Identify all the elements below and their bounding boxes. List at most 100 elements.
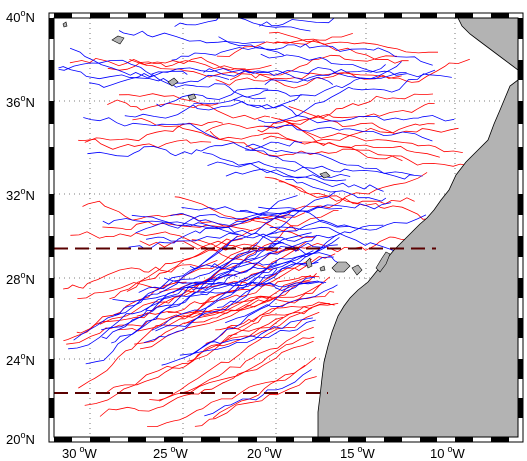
drifter-track: [187, 307, 313, 362]
drifter-track: [205, 93, 434, 132]
island-azores-4: [62, 21, 68, 28]
frame-segment: [49, 359, 54, 379]
frame-segment: [312, 13, 330, 18]
frame-segment: [49, 236, 54, 257]
frame-segment: [491, 13, 509, 18]
frame-segment: [201, 13, 220, 18]
frame-segment: [276, 437, 294, 442]
drifter-track: [151, 244, 338, 331]
frame-segment: [518, 236, 523, 257]
drifter-track: [203, 67, 407, 80]
drifter-track: [288, 106, 459, 135]
lat-label-36: 36oN: [6, 93, 35, 110]
frame-segment: [518, 18, 523, 39]
africa-landmass: [317, 79, 518, 437]
drifter-track: [257, 73, 452, 123]
frame-segment: [54, 437, 72, 442]
lat-label-32: 32oN: [6, 186, 35, 203]
drifter-track: [229, 54, 398, 81]
drifter-track: [102, 212, 306, 230]
drifter-track: [181, 206, 343, 216]
drifter-track: [272, 38, 438, 54]
drifter-track: [215, 301, 335, 331]
drifter-track: [285, 179, 387, 202]
lon-tick-labels: 30 oW 25 oW 20 oW 15 oW 10 oW: [62, 444, 465, 461]
drifter-track: [146, 224, 384, 242]
drifter-track: [109, 238, 243, 300]
drifter-track: [194, 376, 317, 427]
frame-segment: [518, 101, 523, 124]
frame-segment: [348, 13, 366, 18]
lat-label-24: 24oN: [6, 351, 35, 368]
drifter-track: [149, 326, 314, 401]
lon-label-25w: 25 oW: [153, 444, 188, 461]
lon-label-30w: 30 oW: [62, 444, 97, 461]
frame-segment: [49, 147, 54, 170]
drifter-track: [271, 117, 463, 153]
drifter-track: [101, 274, 238, 331]
drifter-track: [218, 36, 433, 66]
drifter-track: [145, 191, 337, 311]
drifter-track: [263, 124, 433, 142]
canary-islands: [62, 21, 391, 276]
frame-segment: [420, 13, 437, 18]
drifter-track: [143, 250, 314, 343]
drifter-track: [278, 118, 468, 167]
frame-segment: [518, 147, 523, 170]
drifter-track: [189, 260, 319, 274]
drifter-track: [268, 31, 409, 64]
drifter-track: [171, 46, 285, 61]
frame-segment: [384, 13, 402, 18]
frame-segment: [518, 359, 523, 379]
frame-segment: [201, 437, 220, 442]
frame-segment: [384, 437, 402, 442]
drifter-track: [204, 369, 312, 417]
drifter-track: [258, 206, 356, 229]
drifter-track: [207, 161, 423, 180]
frame-segment: [49, 18, 54, 39]
frame-segment: [164, 437, 183, 442]
frame-segment: [348, 437, 366, 442]
drifter-track: [193, 89, 303, 104]
drifter-track: [83, 117, 218, 140]
drifter-track: [70, 231, 276, 271]
drifter-track: [135, 195, 298, 234]
frame-segment: [276, 13, 294, 18]
drifter-track: [82, 200, 315, 238]
frame-segment: [518, 60, 523, 80]
frame-segment: [420, 437, 437, 442]
drifter-track: [161, 319, 316, 366]
drifter-track: [147, 364, 306, 427]
drifter-track: [84, 121, 223, 143]
drifter-track: [69, 47, 230, 86]
drifter-track: [99, 340, 314, 417]
frame-segment: [518, 278, 523, 298]
island-gran-canaria: [351, 264, 363, 276]
frame-segment: [312, 437, 330, 442]
drifter-track: [215, 58, 470, 86]
island-tenerife: [331, 261, 351, 273]
drifter-track: [170, 212, 295, 226]
frame-segment: [90, 437, 110, 442]
lon-label-15w: 15 oW: [340, 444, 375, 461]
drifter-track: [224, 303, 330, 342]
map-frame: [48, 12, 524, 443]
drifter-track: [134, 281, 315, 345]
lat-label-40: 40oN: [6, 8, 35, 25]
drifter-track: [264, 64, 386, 86]
frame-segment: [518, 194, 523, 215]
lon-label-20w: 20 oW: [247, 444, 282, 461]
drifter-track: [63, 260, 218, 290]
island-azores-1: [111, 35, 125, 45]
frame-segment: [90, 13, 110, 18]
drifter-track: [258, 18, 335, 27]
drifter-track: [63, 248, 275, 342]
drifter-track: [78, 138, 212, 150]
island-azores-3: [187, 93, 197, 101]
drifter-track: [155, 268, 278, 332]
drifter-track: [138, 242, 284, 293]
drifter-track: [174, 18, 311, 32]
drifter-track: [118, 93, 270, 120]
drifter-track: [179, 317, 313, 356]
drifter-track: [189, 276, 315, 356]
